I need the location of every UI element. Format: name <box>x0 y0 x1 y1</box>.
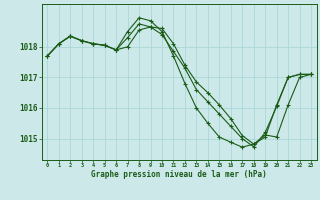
X-axis label: Graphe pression niveau de la mer (hPa): Graphe pression niveau de la mer (hPa) <box>91 170 267 179</box>
